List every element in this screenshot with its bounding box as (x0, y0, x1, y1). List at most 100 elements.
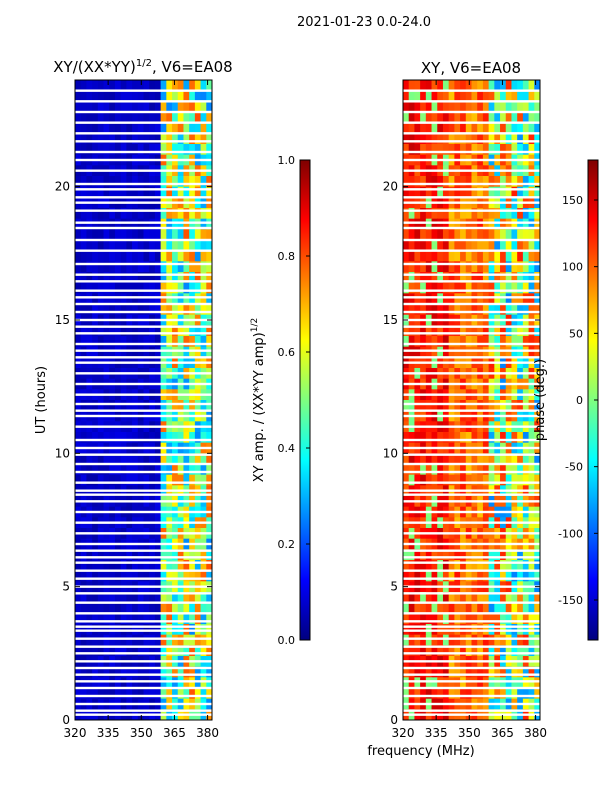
amplitude-colorbar-tick-label: 0.8 (278, 250, 296, 263)
amplitude-heatmap-cell (75, 474, 82, 486)
amplitude-heatmap-cell (143, 144, 150, 156)
phase-heatmap-cell (460, 186, 467, 198)
amplitude-heatmap-cell (206, 592, 212, 604)
phase-heatmap-cell (442, 250, 450, 262)
amplitude-heatmap-cell (109, 549, 116, 561)
amplitude-heatmap-cell (143, 229, 150, 241)
amplitude-heatmap-cell (189, 282, 196, 294)
amplitude-heatmap-cell (109, 666, 116, 678)
phase-heatmap-cell (408, 602, 416, 614)
phase-heatmap-cell (408, 453, 416, 465)
phase-gap-row (403, 249, 540, 252)
phase-heatmap-cell (437, 592, 444, 604)
phase-heatmap-cell (448, 613, 455, 625)
phase-heatmap-cell (477, 304, 484, 316)
phase-heatmap-cell (420, 176, 427, 188)
amplitude-gap-row (75, 612, 212, 615)
amplitude-heatmap-cell (109, 144, 116, 156)
amplitude-heatmap-cell (80, 282, 88, 294)
phase-heatmap-cell (471, 133, 478, 145)
amplitude-heatmap-cell (109, 229, 116, 241)
amplitude-heatmap-cell (154, 122, 162, 134)
phase-heatmap-cell (420, 186, 427, 198)
amplitude-heatmap-cell (80, 645, 88, 657)
amplitude-heatmap-cell (160, 90, 167, 102)
phase-heatmap-cell (482, 592, 490, 604)
phase-gap-row (403, 542, 540, 546)
amplitude-heatmap-cell (126, 346, 133, 358)
amplitude-heatmap-cell (183, 144, 190, 156)
phase-heatmap-cell (414, 325, 421, 337)
phase-heatmap-cell (477, 261, 484, 273)
phase-heatmap-cell (431, 144, 438, 156)
amplitude-heatmap-cell (132, 186, 139, 198)
phase-heatmap-cell (403, 112, 410, 124)
amplitude-heatmap-cell (189, 272, 196, 284)
amplitude-heatmap-cell (137, 400, 145, 412)
amplitude-heatmap-cell (114, 592, 122, 604)
amplitude-heatmap-cell (149, 133, 156, 145)
amplitude-heatmap-cell (120, 240, 127, 252)
phase-heatmap-cell (408, 570, 416, 582)
phase-heatmap-cell (437, 634, 444, 646)
phase-heatmap-cell (488, 186, 495, 198)
amplitude-gap-row (75, 349, 212, 352)
phase-heatmap-cell (471, 208, 478, 220)
amplitude-heatmap-cell (160, 464, 167, 476)
amplitude-heatmap-cell (149, 613, 156, 625)
amplitude-heatmap-cell (206, 282, 212, 294)
amplitude-heatmap-cell (126, 613, 133, 625)
phase-heatmap-cell (437, 144, 444, 156)
amplitude-heatmap-cell (172, 325, 179, 337)
amplitude-heatmap-cell (86, 80, 93, 92)
amplitude-heatmap-cell (80, 592, 88, 604)
phase-heatmap-cell (482, 474, 490, 486)
phase-heatmap-cell (442, 453, 450, 465)
amplitude-heatmap-cell (132, 474, 139, 486)
amplitude-heatmap-cell (206, 304, 212, 316)
phase-heatmap-cell (517, 464, 524, 476)
amplitude-heatmap-cell (200, 453, 207, 465)
amplitude-heatmap-cell (166, 645, 173, 657)
phase-heatmap-cell (437, 272, 444, 284)
phase-heatmap-cell (494, 570, 501, 582)
amplitude-heatmap-cell (194, 250, 202, 262)
amplitude-heatmap-cell (137, 229, 145, 241)
phase-heatmap-cell (414, 218, 421, 230)
phase-heatmap-cell (460, 101, 467, 113)
amplitude-heatmap-cell (177, 464, 185, 476)
phase-heatmap-cell (482, 400, 490, 412)
phase-heatmap-cell (448, 688, 455, 700)
amplitude-heatmap-cell (103, 261, 110, 273)
phase-heatmap-cell (414, 464, 421, 476)
phase-heatmap-cell (414, 592, 421, 604)
phase-heatmap-cell (522, 304, 530, 316)
phase-heatmap-cell (448, 240, 455, 252)
phase-heatmap-cell (517, 325, 524, 337)
amplitude-gap-row (75, 549, 212, 552)
amplitude-heatmap-cell (200, 90, 207, 102)
phase-heatmap-cell (460, 634, 467, 646)
phase-gap-row (403, 645, 540, 648)
amplitude-gap-row (75, 601, 212, 604)
phase-heatmap-cell (408, 666, 416, 678)
amplitude-heatmap-cell (137, 570, 145, 582)
amplitude-gap-row (75, 702, 212, 706)
phase-heatmap-cell (522, 645, 530, 657)
phase-gap-row (403, 481, 540, 484)
phase-heatmap-cell (460, 325, 467, 337)
amplitude-x-tick-label: 320 (64, 726, 87, 740)
phase-heatmap-cell (494, 133, 501, 145)
amplitude-heatmap-cell (132, 282, 139, 294)
phase-heatmap-cell (522, 432, 530, 444)
amplitude-heatmap-cell (166, 122, 173, 134)
phase-heatmap-cell (522, 240, 530, 252)
amplitude-heatmap-cell (194, 570, 202, 582)
amplitude-heatmap-cell (200, 432, 207, 444)
amplitude-heatmap-cell (154, 400, 162, 412)
amplitude-gap-row (75, 196, 212, 199)
amplitude-heatmap-cell (172, 240, 179, 252)
amplitude-gap-row (75, 361, 212, 364)
phase-heatmap-cell (442, 634, 450, 646)
amplitude-heatmap-cell (177, 453, 185, 465)
